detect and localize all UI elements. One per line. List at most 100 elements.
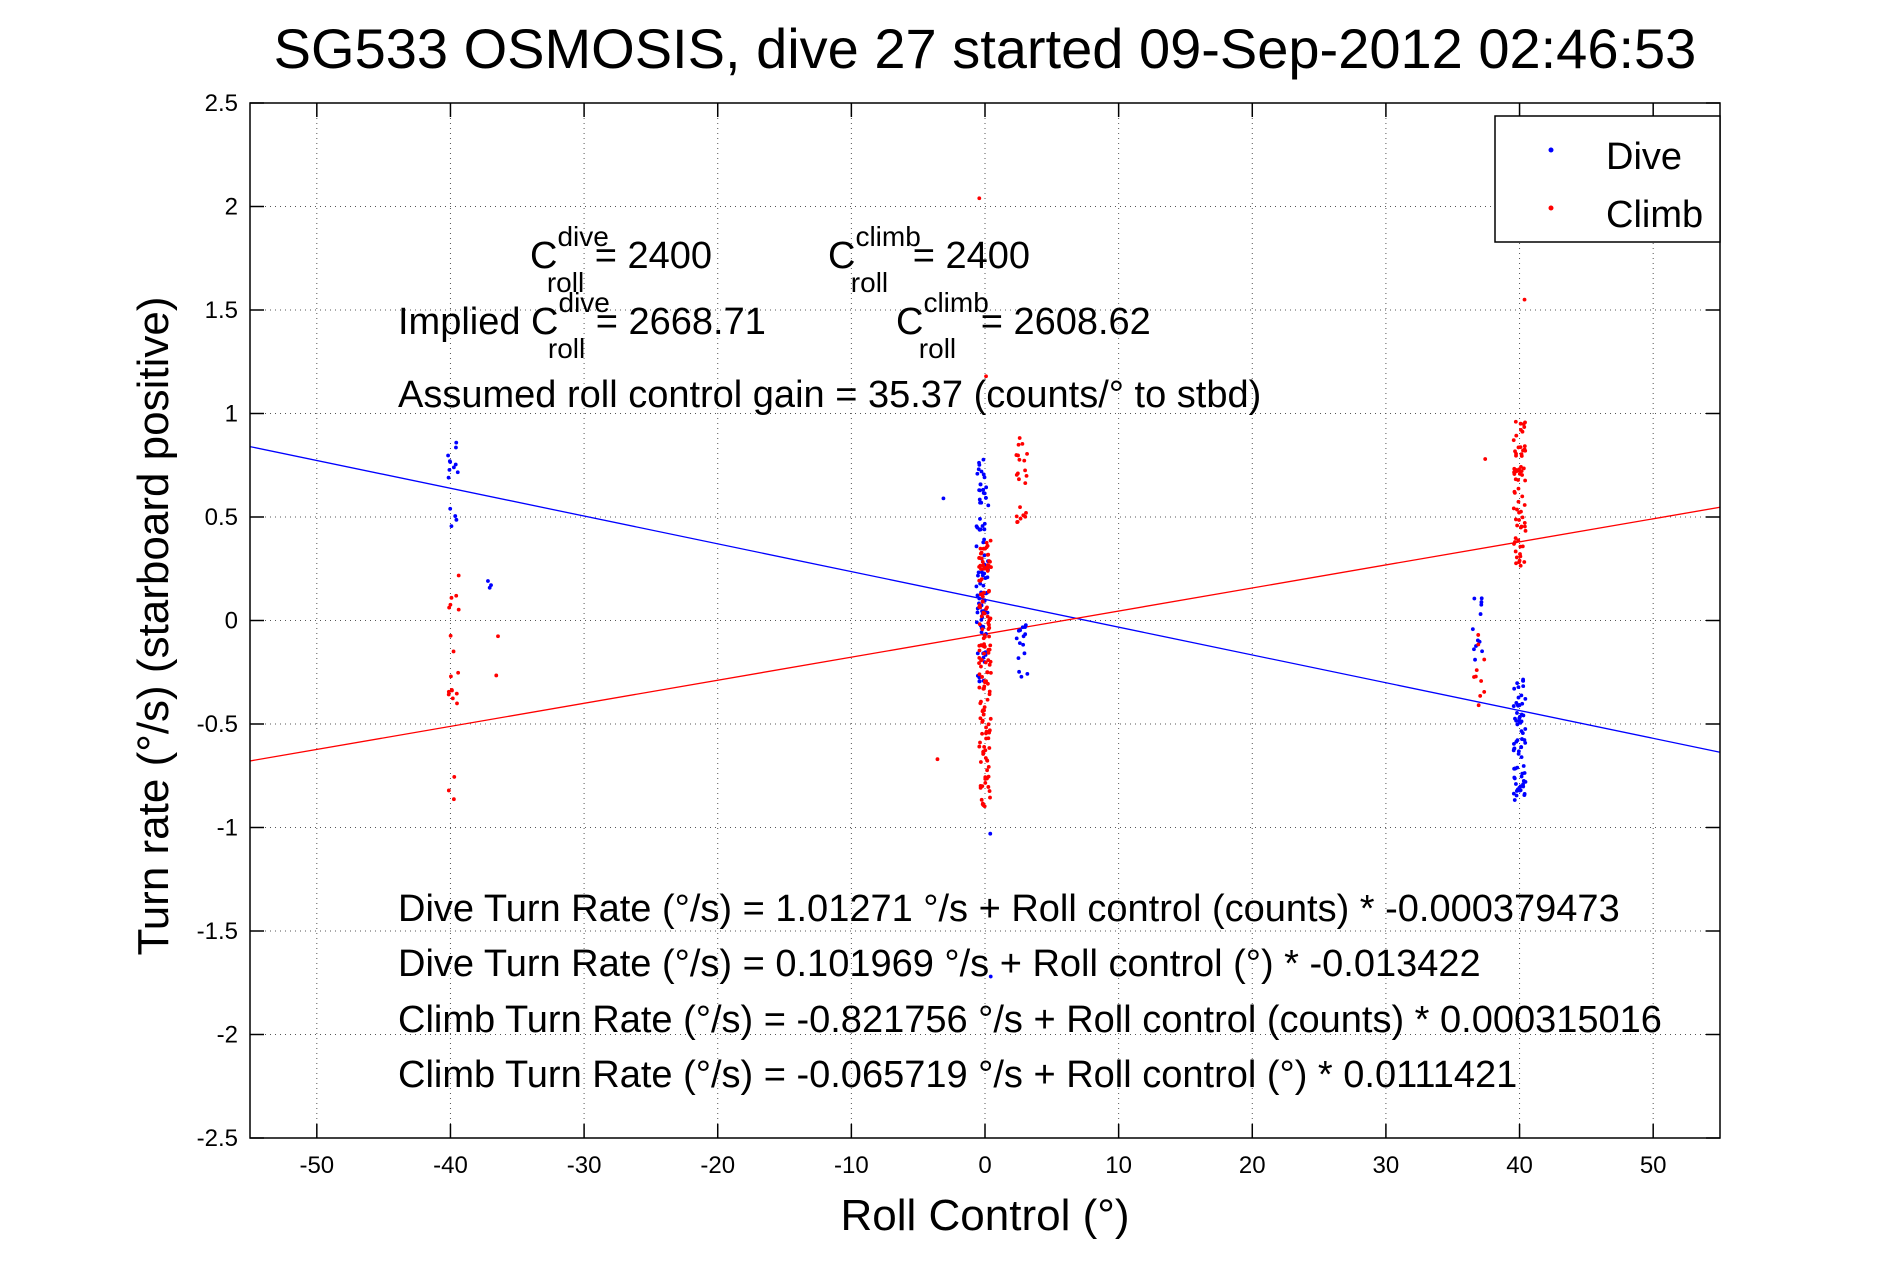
data-point-dive: [448, 506, 453, 511]
data-point-dive: [454, 517, 459, 522]
data-point-dive: [1521, 764, 1526, 768]
data-point-climb: [1015, 471, 1020, 476]
data-point-dive: [974, 584, 979, 589]
data-point-climb: [1513, 536, 1518, 541]
data-point-climb: [977, 196, 982, 201]
data-point-climb: [977, 622, 982, 626]
data-point-dive: [981, 472, 986, 477]
data-point-climb: [1025, 451, 1029, 456]
data-point-climb: [986, 566, 990, 571]
data-point-climb: [446, 689, 451, 694]
implied-climb-annotation: Cclimb roll = 2608.62: [896, 287, 1151, 364]
data-point-dive: [1480, 649, 1484, 654]
data-point-climb: [448, 602, 453, 607]
data-point-climb: [981, 686, 986, 691]
data-point-climb: [1519, 465, 1523, 469]
data-point-dive: [1514, 793, 1519, 798]
data-point-climb: [980, 784, 985, 789]
data-point-climb: [1015, 520, 1020, 524]
equation-climb-degrees: Climb Turn Rate (°/s) = -0.065719 °/s + …: [398, 1054, 1517, 1096]
data-point-climb: [986, 681, 990, 686]
data-point-climb: [1514, 433, 1519, 438]
data-point-dive: [982, 537, 987, 542]
data-point-dive: [1478, 612, 1483, 616]
data-point-climb: [978, 546, 983, 551]
y-tick-label: -2: [217, 1022, 238, 1049]
data-point-dive: [975, 471, 980, 476]
data-point-dive: [985, 575, 990, 580]
y-tick-label: 0.5: [205, 504, 238, 531]
data-point-climb: [1518, 525, 1523, 530]
data-point-dive: [1514, 718, 1519, 723]
data-point-climb: [1522, 524, 1527, 529]
data-point-climb: [986, 785, 991, 789]
data-point-climb: [494, 673, 499, 678]
data-point-climb: [978, 716, 983, 721]
data-point-dive: [1512, 746, 1517, 751]
data-point-climb: [1472, 675, 1476, 679]
data-point-climb: [1519, 452, 1524, 457]
data-point-climb: [977, 672, 982, 677]
data-point-climb: [987, 746, 992, 750]
coefficient-annotations: Cdive roll = 2400 Cclimb roll = 2400 Impli…: [398, 221, 1662, 1096]
data-point-dive: [454, 445, 458, 450]
legend-label-climb: Climb: [1606, 194, 1703, 236]
data-point-dive: [1023, 623, 1028, 628]
data-point-climb: [978, 760, 983, 764]
c-climb-annotation: Cclimb roll = 2400: [828, 221, 1030, 298]
data-point-dive: [1515, 703, 1520, 707]
data-point-climb: [1512, 472, 1517, 476]
data-point-climb: [1522, 560, 1527, 564]
data-point-dive: [977, 497, 982, 502]
data-point-dive: [981, 487, 986, 492]
data-point-climb: [454, 593, 459, 598]
y-axis-label: Turn rate (°/s) (starboard positive): [129, 296, 178, 955]
y-tick-label: -0.5: [197, 711, 238, 738]
data-point-dive: [1515, 722, 1520, 727]
data-point-climb: [982, 590, 986, 595]
data-point-climb: [446, 692, 451, 697]
data-point-climb: [1517, 510, 1521, 515]
legend-marker-climb: [1548, 205, 1554, 211]
data-point-climb: [986, 764, 991, 769]
data-point-climb: [1018, 516, 1023, 521]
data-point-dive: [1516, 695, 1521, 700]
data-point-climb: [454, 691, 459, 696]
equation-dive-counts: Dive Turn Rate (°/s) = 1.01271 °/s + Rol…: [398, 888, 1620, 930]
data-point-climb: [984, 725, 988, 730]
data-point-climb: [1476, 633, 1481, 637]
data-point-dive: [978, 482, 983, 487]
data-point-climb: [1483, 457, 1488, 461]
data-point-climb: [1523, 528, 1528, 533]
y-tick-label: -2.5: [197, 1125, 238, 1152]
data-point-dive: [455, 470, 460, 475]
data-point-climb: [1515, 507, 1519, 512]
data-point-climb: [1017, 477, 1021, 482]
data-point-dive: [1511, 791, 1516, 796]
data-point-dive: [979, 469, 984, 474]
data-point-climb: [1518, 421, 1523, 426]
data-point-climb: [1516, 538, 1521, 543]
data-point-climb: [1023, 481, 1028, 485]
data-point-dive: [1473, 657, 1477, 662]
data-point-dive: [1523, 727, 1528, 731]
data-point-dive: [974, 620, 979, 625]
data-point-climb: [981, 712, 986, 717]
data-point-climb: [982, 745, 987, 749]
data-point-climb: [979, 664, 983, 669]
data-point-dive: [1521, 678, 1525, 683]
data-point-dive: [1522, 793, 1527, 798]
data-point-climb: [984, 679, 989, 683]
data-point-climb: [987, 689, 992, 694]
data-point-climb: [987, 634, 991, 639]
data-point-climb: [987, 588, 991, 593]
data-point-dive: [453, 462, 458, 467]
data-point-climb: [1020, 441, 1025, 446]
data-point-climb: [983, 660, 988, 665]
data-point-climb: [1522, 520, 1527, 525]
data-point-dive: [1515, 765, 1520, 770]
data-point-dive: [486, 579, 490, 583]
data-point-dive: [449, 524, 454, 529]
x-tick-label: -50: [299, 1152, 334, 1179]
data-point-dive: [1519, 693, 1524, 698]
